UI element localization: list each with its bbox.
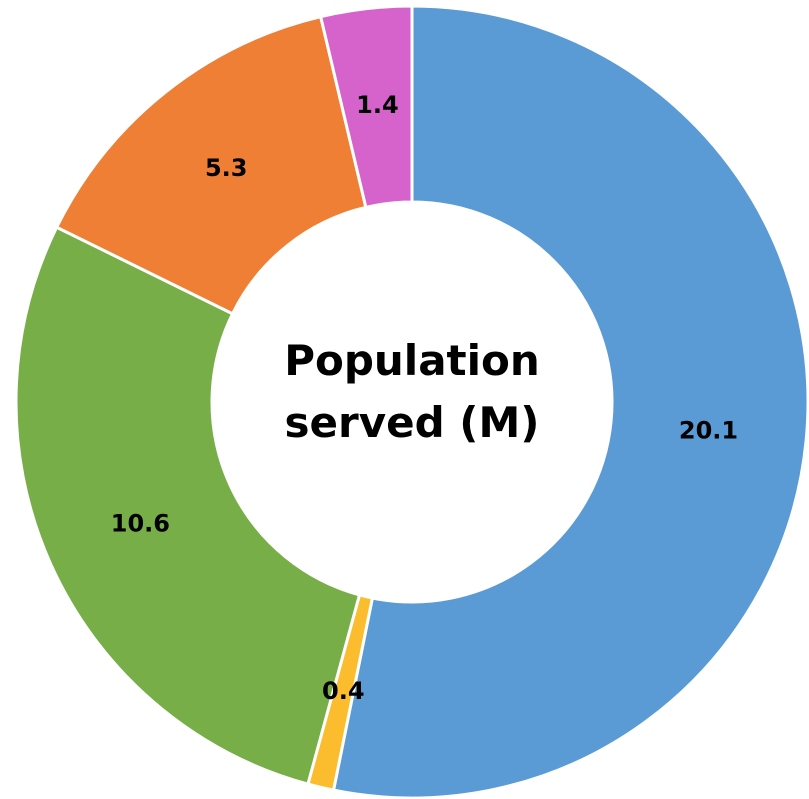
- donut-slice: [14, 225, 362, 786]
- data-label: 10.6: [111, 510, 170, 538]
- donut-slice: [54, 14, 368, 316]
- data-label: 5.3: [205, 154, 248, 182]
- data-label: 0.4: [322, 677, 365, 705]
- donut-slice: [318, 4, 414, 210]
- data-label: 20.1: [679, 417, 738, 445]
- chart-title: Population served (M): [284, 336, 540, 447]
- donut-slice: [331, 4, 809, 799]
- data-label: 1.4: [356, 91, 399, 119]
